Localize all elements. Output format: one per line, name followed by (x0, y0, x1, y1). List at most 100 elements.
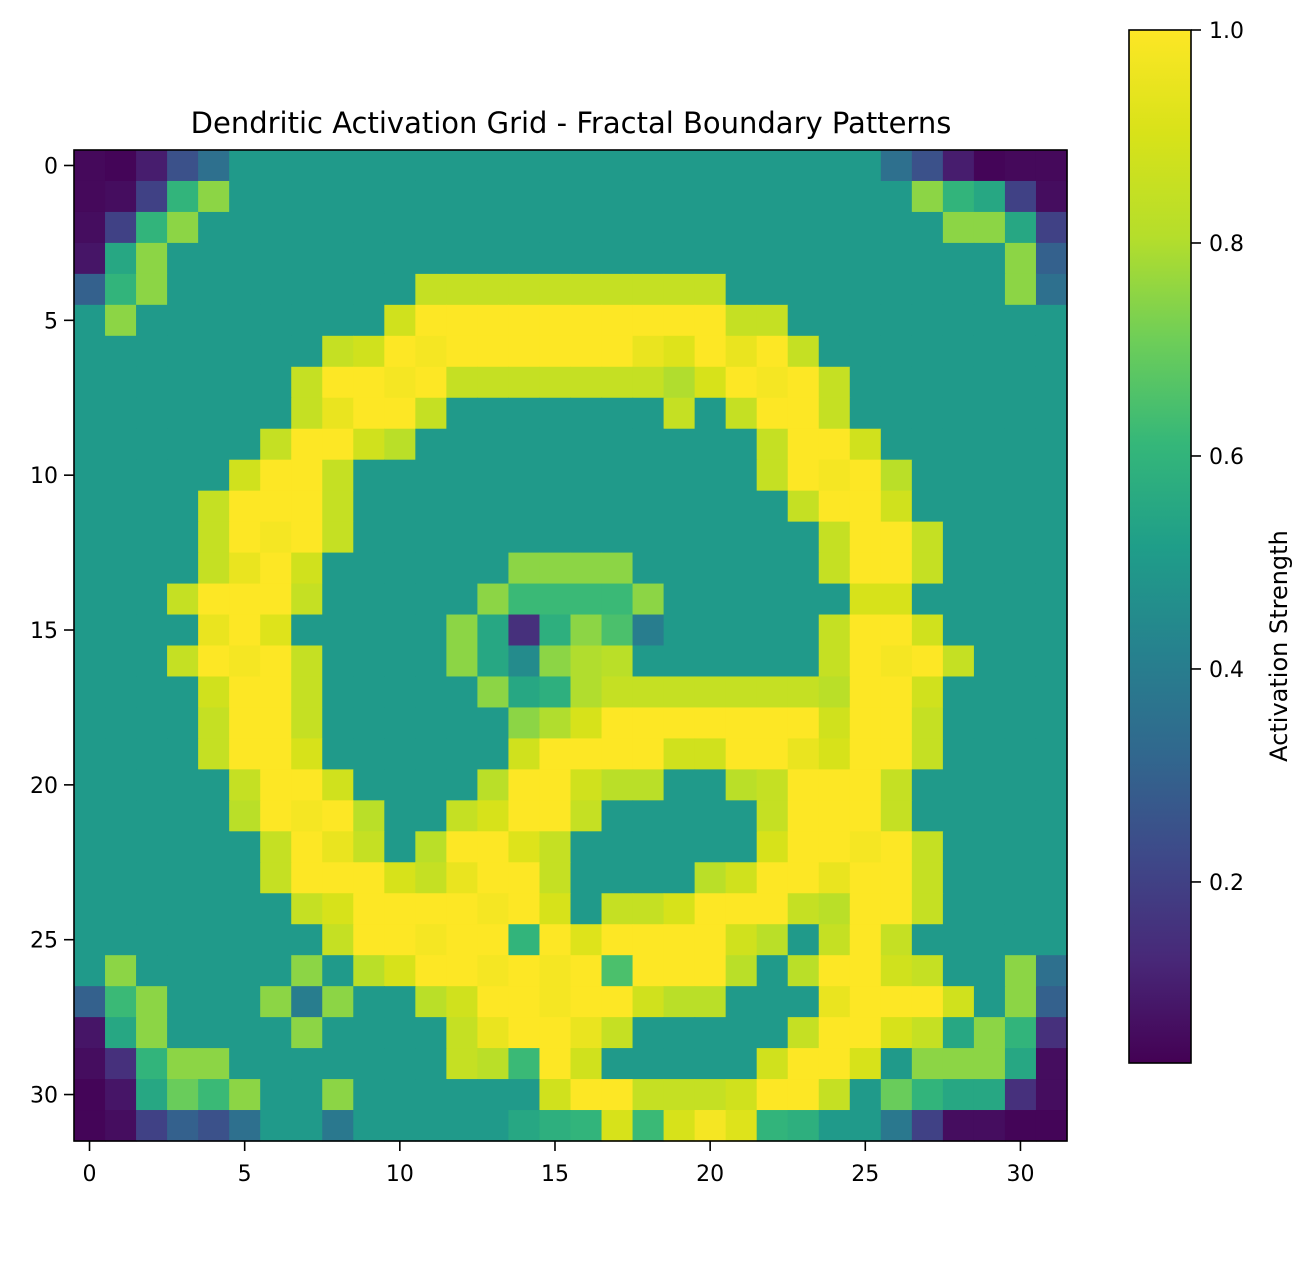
heatmap-cell (477, 397, 510, 430)
heatmap-cell (911, 1048, 944, 1080)
heatmap-cell (632, 335, 665, 368)
heatmap-cell (446, 1079, 479, 1111)
heatmap-cell (105, 800, 137, 832)
heatmap-cell (911, 459, 944, 492)
heatmap-cell (725, 986, 758, 1018)
heatmap-cell (260, 304, 292, 337)
heatmap-cell (787, 521, 820, 554)
heatmap-cell (167, 490, 199, 523)
heatmap-cell (74, 1048, 106, 1080)
heatmap-cell (477, 428, 510, 461)
heatmap-cell (787, 1017, 820, 1049)
heatmap-cell (601, 769, 634, 801)
heatmap-cell (1035, 397, 1068, 430)
heatmap-cell (167, 893, 199, 925)
heatmap-cell (570, 583, 603, 616)
heatmap-cell (694, 335, 727, 368)
heatmap-cell (601, 273, 634, 306)
heatmap-cell (136, 490, 168, 523)
y-tick-label: 15 (30, 619, 58, 644)
heatmap-cell (384, 521, 416, 554)
heatmap-cell (601, 428, 634, 461)
heatmap-cell (539, 583, 572, 616)
heatmap-cell (601, 521, 634, 554)
heatmap-cell (105, 645, 137, 678)
heatmap-cell (291, 180, 323, 213)
heatmap-cell (880, 831, 913, 863)
heatmap-cell (911, 1017, 944, 1049)
heatmap-cell (849, 521, 882, 554)
heatmap-cell (74, 1079, 106, 1111)
heatmap-cell (167, 1079, 199, 1111)
heatmap-cell (632, 180, 665, 213)
heatmap-cell (1035, 769, 1068, 801)
heatmap-cell (136, 521, 168, 554)
heatmap-cell (1004, 397, 1037, 430)
heatmap-cell (384, 707, 416, 740)
heatmap-cell (942, 769, 975, 801)
heatmap-cell (291, 1079, 323, 1111)
heatmap-cell (415, 1048, 447, 1080)
heatmap-cell (74, 1110, 106, 1142)
heatmap-cell (415, 366, 447, 399)
heatmap-cell (973, 304, 1006, 337)
heatmap-cell (105, 738, 137, 770)
heatmap-cell (725, 707, 758, 740)
heatmap-cell (105, 304, 137, 337)
heatmap-cell (880, 150, 913, 182)
heatmap-cell (663, 459, 696, 492)
heatmap-cell (973, 769, 1006, 801)
heatmap-cell (291, 304, 323, 337)
heatmap-cell (787, 738, 820, 770)
heatmap-cell (942, 459, 975, 492)
heatmap-cell (911, 893, 944, 925)
heatmap-cell (539, 211, 572, 244)
heatmap-cell (1035, 707, 1068, 740)
heatmap-cell (880, 211, 913, 244)
chart-title: Dendritic Activation Grid - Fractal Boun… (191, 106, 952, 140)
heatmap-cell (384, 211, 416, 244)
heatmap-cell (911, 552, 944, 585)
heatmap-cell (632, 1110, 665, 1142)
heatmap-cell (756, 986, 789, 1018)
heatmap-cell (632, 459, 665, 492)
heatmap-cell (508, 769, 541, 801)
heatmap-cell (353, 304, 385, 337)
heatmap-cell (725, 800, 758, 832)
heatmap-cell (508, 1048, 541, 1080)
heatmap-cell (508, 521, 541, 554)
heatmap-cell (229, 738, 261, 770)
heatmap-cell (1004, 614, 1037, 647)
heatmap-cell (74, 552, 106, 585)
heatmap-cell (601, 552, 634, 585)
heatmap-cell (973, 924, 1006, 956)
heatmap-cell (911, 180, 944, 213)
heatmap-cell (384, 150, 416, 182)
heatmap-cell (384, 273, 416, 306)
heatmap-cell (384, 1017, 416, 1049)
heatmap-cell (694, 707, 727, 740)
heatmap-cell (1004, 707, 1037, 740)
x-tick-label: 25 (851, 1162, 879, 1187)
heatmap-cell (663, 769, 696, 801)
heatmap-cell (694, 800, 727, 832)
heatmap-cell (694, 986, 727, 1018)
heatmap-cell (384, 242, 416, 275)
heatmap-cell (818, 1079, 851, 1111)
heatmap-cell (74, 614, 106, 647)
heatmap-cell (353, 707, 385, 740)
heatmap-cell (229, 304, 261, 337)
heatmap-cell (322, 924, 354, 956)
heatmap-cell (477, 800, 510, 832)
heatmap-cell (663, 1079, 696, 1111)
heatmap-cell (446, 924, 479, 956)
heatmap-cell (1035, 242, 1068, 275)
heatmap-cell (229, 769, 261, 801)
heatmap-cell (353, 769, 385, 801)
colorbar-tick-label: 0.2 (1209, 871, 1244, 896)
heatmap-cell (415, 1110, 447, 1142)
heatmap-cell (508, 1017, 541, 1049)
heatmap-cell (539, 1017, 572, 1049)
heatmap-cell (632, 955, 665, 987)
heatmap-cell (198, 552, 230, 585)
